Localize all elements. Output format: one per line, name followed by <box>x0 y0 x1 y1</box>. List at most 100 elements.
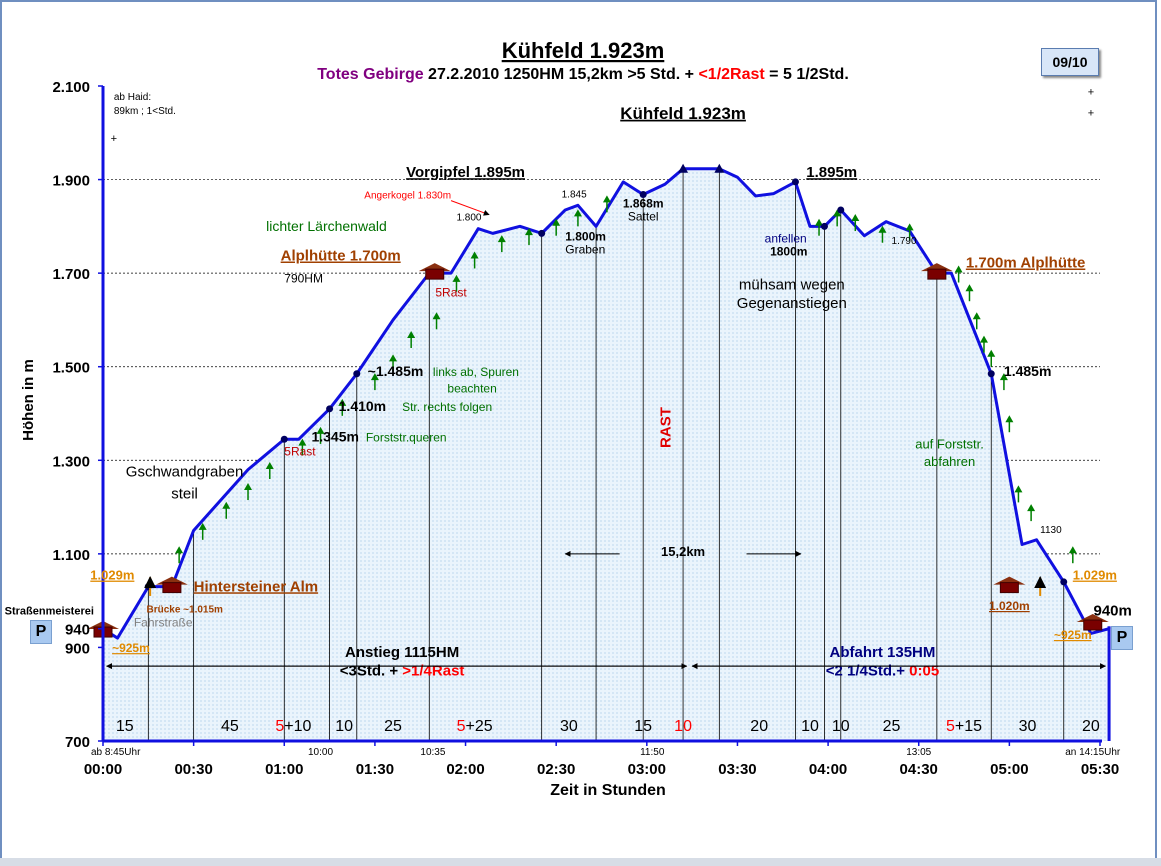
annotation-label: Str. rechts folgen <box>402 400 492 414</box>
plus-marker: + <box>111 133 117 145</box>
annotation-label: Fahrstraße <box>134 615 193 629</box>
elevation-line <box>102 167 1111 640</box>
annotation-label: Brücke ~1.015m <box>147 604 224 615</box>
segment-label-part: 5 <box>275 718 284 735</box>
annotation-label: links ab, Spuren <box>433 365 519 379</box>
arrow-head <box>524 228 533 236</box>
annotation-label: ~1.485m <box>368 363 424 379</box>
ascent-arrow <box>198 522 207 540</box>
annotation-label: 1.345m <box>311 429 358 445</box>
ascent-arrow <box>452 274 461 292</box>
subtitle-part: = 5 1/2Std. <box>765 66 849 83</box>
ascent-arrow <box>497 235 506 253</box>
segment-label-part: 45 <box>221 718 239 735</box>
hut-body <box>999 582 1019 594</box>
segment-label: 25 <box>384 718 402 735</box>
ascent-arrow <box>432 312 441 330</box>
segment-label: 20 <box>750 718 768 735</box>
segment-label-part: 10 <box>832 718 850 735</box>
annotation-label: beachten <box>447 381 496 395</box>
ascent-arrow <box>815 218 824 236</box>
time-summary-label: <2 1/4Std.+ 0:05 <box>826 663 939 680</box>
arrow-head <box>1014 485 1023 493</box>
subtitle-part: Totes Gebirge <box>317 66 423 83</box>
x-tick-label: 05:00 <box>990 761 1028 778</box>
x-axis-label: Zeit in Stunden <box>550 782 666 799</box>
profile-area <box>103 168 1110 741</box>
segment-label: 10 <box>832 718 850 735</box>
y-tick-label: 940 <box>65 622 90 639</box>
ascent-arrow <box>389 354 398 372</box>
annotation-label: Gschwandgraben <box>126 464 244 481</box>
segment-label: 10 <box>335 718 353 735</box>
arrow-head <box>265 462 274 469</box>
hut-body <box>162 582 182 594</box>
ascent-arrow <box>552 218 561 236</box>
annotation-label: 1.485m <box>1004 363 1051 379</box>
ascent-arrow <box>298 438 307 456</box>
parking-icon-start: P <box>30 620 52 644</box>
segment-label: 45 <box>221 718 239 735</box>
arrow-head <box>452 274 461 282</box>
hut-icon <box>920 263 953 280</box>
annotation-label: Angerkogel 1.830m <box>364 190 451 201</box>
annotation-label: 1.895m <box>806 164 857 181</box>
annotation-label: Hintersteiner Alm <box>194 578 318 595</box>
annotation-label: mühsam wegen <box>739 277 845 294</box>
annotation-label: Forststr.queren <box>366 431 447 445</box>
arrow-head <box>175 546 184 554</box>
clock-time-label: an 14:15Uhr <box>1065 747 1121 758</box>
summit-marker <box>678 163 689 173</box>
chart-title: Kühfeld 1.923m <box>502 38 665 63</box>
arrow-head <box>389 354 398 362</box>
y-axis-label: Höhen in m <box>20 359 37 441</box>
annotation-label: 5Rast <box>435 286 467 300</box>
hut-body <box>425 268 445 280</box>
waypoint-marker <box>326 405 334 413</box>
ascent-arrow <box>1005 415 1014 433</box>
time-summary-part: 0:05 <box>905 663 939 680</box>
time-summary-part: <2 1/4Std.+ <box>826 663 905 680</box>
waypoint-marker <box>820 222 828 230</box>
y-tick-label: 1.100 <box>52 547 90 564</box>
waypoint-marker <box>1060 578 1068 586</box>
subtitle-part: 27.2.2010 <box>424 66 500 83</box>
clock-time-label: ab 8:45Uhr <box>91 747 141 758</box>
arrow-head <box>972 312 981 320</box>
annotation-label: auf Forststr. <box>915 437 984 452</box>
arrow-head <box>338 398 347 406</box>
page-number-badge: 09/10 <box>1041 48 1099 76</box>
annotation-label: Gegenanstiegen <box>737 295 847 312</box>
ascent-arrow <box>573 209 582 227</box>
arrow-head <box>1005 415 1014 423</box>
arrow-head <box>979 335 988 343</box>
ascent-arrow <box>244 483 253 501</box>
segment-label-part: 10 <box>335 718 353 735</box>
segment-label-part: 20 <box>1082 718 1100 735</box>
time-summary-part: <3Std. + <box>340 663 399 680</box>
y-tick-label: 1.500 <box>52 360 90 377</box>
x-tick-label: 00:00 <box>84 761 122 778</box>
plus-marker: + <box>1088 86 1094 98</box>
segment-label: 30 <box>1019 718 1037 735</box>
annotation-label: 15,2km <box>661 544 705 559</box>
ascent-arrow <box>987 349 996 367</box>
clock-time-label: 13:05 <box>906 747 931 758</box>
ascent-arrow <box>905 223 914 241</box>
ascent-arrow <box>954 265 963 283</box>
arrow-head <box>298 438 307 446</box>
arrow-head <box>954 265 963 273</box>
segment-label-part: 5 <box>946 718 955 735</box>
segment-label-part: +25 <box>465 718 492 735</box>
ascent-arrow <box>316 426 325 444</box>
arrow-head <box>1068 546 1077 554</box>
hut-icon <box>418 263 451 280</box>
annotation-label: abfahren <box>924 454 975 469</box>
waypoint-marker <box>280 435 288 443</box>
arrow-head <box>833 209 842 217</box>
annotation-label: lichter Lärchenwald <box>266 218 387 234</box>
arrow-head <box>965 284 974 292</box>
waypoint-marker <box>538 229 546 237</box>
arrow-head <box>407 331 416 338</box>
ascent-arrow <box>222 501 231 519</box>
